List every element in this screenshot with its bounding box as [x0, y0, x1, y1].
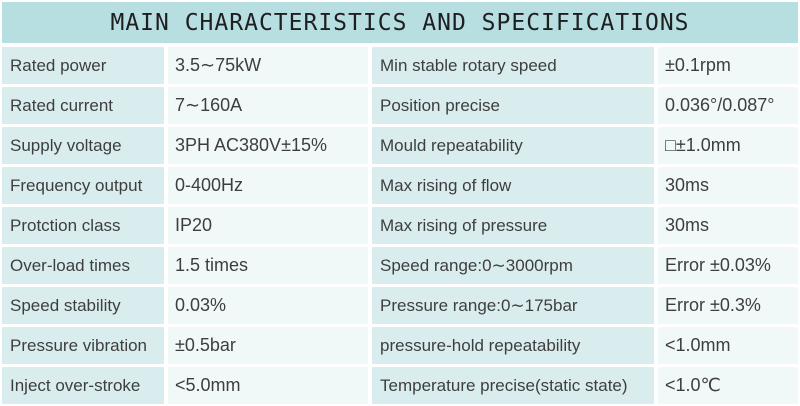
spec-label-left: Supply voltage — [2, 127, 164, 164]
spec-label-right: Min stable rotary speed — [372, 47, 654, 84]
table-row: Pressure vibration ±0.5bar pressure-hold r… — [2, 327, 798, 364]
spec-value-left: ±0.5bar — [168, 327, 368, 364]
spec-label-left: Rated current — [2, 87, 164, 124]
spec-value-left: 3PH AC380V±15% — [168, 127, 368, 164]
spec-label-right: Position precise — [372, 87, 654, 124]
spec-label-right: Pressure range:0∼175bar — [372, 287, 654, 324]
spec-label-left: Protction class — [2, 207, 164, 244]
spec-value-left: 1.5 times — [168, 247, 368, 284]
spec-value-left: IP20 — [168, 207, 368, 244]
table-row: Over-load times 1.5 times Speed range:0∼30… — [2, 247, 798, 284]
table-title-bar: MAIN CHARACTERISTICS AND SPECIFICATIONS — [2, 2, 798, 43]
spec-label-right: pressure-hold repeatability — [372, 327, 654, 364]
table-row: Rated power 3.5∼75kW Min stable rotary spe… — [2, 47, 798, 84]
spec-label-right: Mould repeatability — [372, 127, 654, 164]
spec-value-right: Error ±0.03% — [658, 247, 798, 284]
spec-label-left: Rated power — [2, 47, 164, 84]
spec-label-right: Speed range:0∼3000rpm — [372, 247, 654, 284]
spec-label-left: Frequency output — [2, 167, 164, 204]
table-row: Frequency output 0-400Hz Max rising of flo… — [2, 167, 798, 204]
spec-value-right: 30ms — [658, 207, 798, 244]
spec-label-right: Max rising of pressure — [372, 207, 654, 244]
spec-value-right: □±1.0mm — [658, 127, 798, 164]
spec-value-right: 0.036°/0.087° — [658, 87, 798, 124]
table-row: Protction class IP20 Max rising of pressur… — [2, 207, 798, 244]
table-row: Speed stability 0.03% Pressure range:0∼175… — [2, 287, 798, 324]
spec-value-left: 3.5∼75kW — [168, 47, 368, 84]
spec-value-left: 0.03% — [168, 287, 368, 324]
spec-value-right: <1.0mm — [658, 327, 798, 364]
spec-value-left: <5.0mm — [168, 367, 368, 404]
spec-label-left: Speed stability — [2, 287, 164, 324]
spec-value-right: ±0.1rpm — [658, 47, 798, 84]
page-title: MAIN CHARACTERISTICS AND SPECIFICATIONS — [110, 9, 690, 36]
table-row: Rated current 7∼160A Position precise 0.036… — [2, 87, 798, 124]
spec-label-left: Pressure vibration — [2, 327, 164, 364]
spec-value-left: 0-400Hz — [168, 167, 368, 204]
spec-label-left: Over-load times — [2, 247, 164, 284]
spec-value-right: 30ms — [658, 167, 798, 204]
table-row: Inject over-stroke <5.0mm Temperature prec… — [2, 367, 798, 404]
spec-value-left: 7∼160A — [168, 87, 368, 124]
spec-label-left: Inject over-stroke — [2, 367, 164, 404]
spec-value-right: Error ±0.3% — [658, 287, 798, 324]
spec-label-right: Temperature precise(static state) — [372, 367, 654, 404]
spec-label-right: Max rising of flow — [372, 167, 654, 204]
spec-value-right: <1.0℃ — [658, 367, 798, 404]
table-body: Rated power 3.5∼75kW Min stable rotary spe… — [2, 47, 798, 404]
table-row: Supply voltage 3PH AC380V±15% Mould repeat… — [2, 127, 798, 164]
